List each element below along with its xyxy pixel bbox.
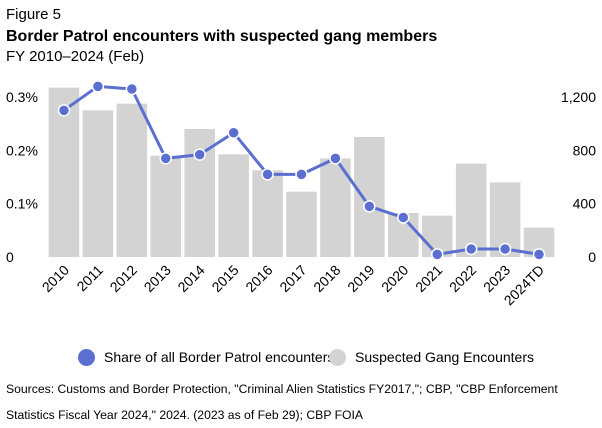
sources-note: Sources: Customs and Border Protection, … xyxy=(6,382,558,422)
right-axis-tick-label: 400 xyxy=(573,196,597,212)
bar-2017 xyxy=(286,191,317,257)
x-axis-tick-label: 2015 xyxy=(208,262,241,295)
x-axis-tick-label: 2011 xyxy=(73,262,106,295)
share-point-2020 xyxy=(397,211,410,224)
x-axis-tick-label: 2020 xyxy=(378,262,411,295)
x-axis-tick-label: 2012 xyxy=(107,262,140,295)
x-axis-tick-label: 2016 xyxy=(242,262,275,295)
share-point-2013 xyxy=(159,152,173,165)
share-point-2015 xyxy=(227,126,240,139)
chart-subtitle: FY 2010–2024 (Feb) xyxy=(6,48,145,65)
left-axis-tick-label: 0.2% xyxy=(6,142,38,158)
figure-label: Figure 5 xyxy=(6,6,62,23)
share-point-2024TD xyxy=(532,248,546,261)
share-point-2019 xyxy=(363,200,376,213)
share-point-2010 xyxy=(57,104,71,117)
right-axis-tick-label: 1,200 xyxy=(561,89,596,105)
legend-line-marker-icon xyxy=(78,348,95,366)
share-point-2016 xyxy=(261,168,274,181)
share-point-2017 xyxy=(295,168,308,181)
x-axis-tick-label: 2019 xyxy=(344,262,377,295)
legend-label-share: Share of all Border Patrol encounters xyxy=(104,349,335,365)
share-point-2011 xyxy=(91,80,105,93)
right-axis-tick-label: 800 xyxy=(573,142,597,158)
legend-label-gang-encounters: Suspected Gang Encounters xyxy=(355,349,535,365)
x-axis-tick-label: 2017 xyxy=(276,262,309,295)
right-axis-tick-label: 0 xyxy=(588,249,596,265)
x-axis-tick-label: 2014 xyxy=(174,262,207,295)
legend-item-gang-encounters: Suspected Gang Encounters xyxy=(329,344,534,370)
x-axis-tick-label: 2022 xyxy=(446,262,479,295)
x-axis-tick-label: 2018 xyxy=(310,262,343,295)
x-axis-tick-label: 2013 xyxy=(141,262,174,295)
bar-2012 xyxy=(116,103,148,258)
share-point-2021 xyxy=(430,248,444,261)
left-axis-tick-label: 0 xyxy=(6,249,14,265)
legend-item-share: Share of all Border Patrol encounters xyxy=(78,344,334,370)
share-point-2018 xyxy=(329,152,342,165)
x-axis-tick-label: 2010 xyxy=(39,262,72,295)
left-axis-tick-label: 0.1% xyxy=(6,196,38,212)
chart-title: Border Patrol encounters with suspected … xyxy=(6,28,438,45)
share-point-2014 xyxy=(193,148,206,161)
bar-2013 xyxy=(150,155,182,257)
legend-bar-marker-icon xyxy=(329,348,346,366)
legend: Share of all Border Patrol encounters Su… xyxy=(0,344,602,370)
bar-2019 xyxy=(354,137,385,257)
left-axis-tick-label: 0.3% xyxy=(6,89,38,105)
share-point-2022 xyxy=(464,242,478,256)
share-point-2023 xyxy=(498,242,512,256)
bar-2022 xyxy=(455,163,487,257)
bar-2011 xyxy=(82,110,114,257)
bar-2015 xyxy=(218,154,249,257)
share-point-2012 xyxy=(125,82,139,96)
x-axis-tick-label: 2021 xyxy=(412,262,445,295)
bar-2016 xyxy=(252,170,283,257)
